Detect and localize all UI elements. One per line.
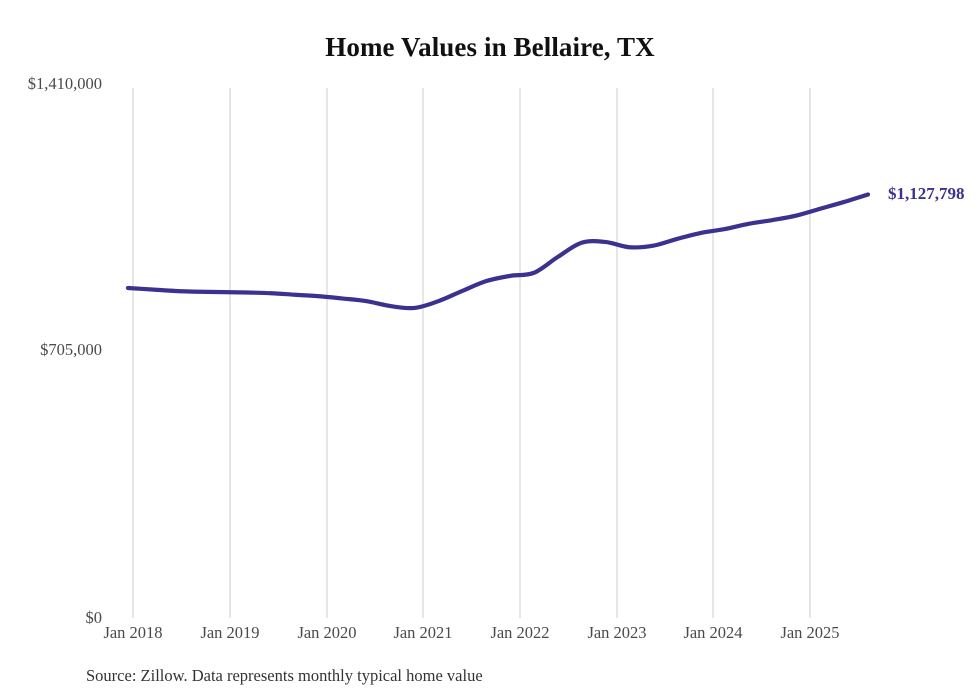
x-tick-4: Jan 2022 bbox=[490, 623, 550, 642]
x-tick-1: Jan 2019 bbox=[200, 623, 260, 642]
chart-title: Home Values in Bellaire, TX bbox=[325, 32, 655, 62]
y-axis-labels: $1,410,000 $705,000 $0 bbox=[0, 0, 102, 699]
x-tick-3: Jan 2021 bbox=[393, 623, 453, 642]
y-tick-top: $1,410,000 bbox=[27, 74, 102, 93]
value-series-line bbox=[125, 192, 871, 311]
source-note: Source: Zillow. Data represents monthly … bbox=[86, 666, 483, 685]
x-tick-6: Jan 2024 bbox=[683, 623, 743, 642]
x-gridlines bbox=[132, 88, 811, 618]
y-tick-mid: $705,000 bbox=[40, 340, 102, 359]
x-tick-2: Jan 2020 bbox=[297, 623, 357, 642]
x-tick-0: Jan 2018 bbox=[103, 623, 163, 642]
x-tick-7: Jan 2025 bbox=[780, 623, 840, 642]
x-tick-5: Jan 2023 bbox=[587, 623, 647, 642]
y-tick-bottom: $0 bbox=[85, 608, 103, 627]
end-value-label: $1,127,798 bbox=[888, 184, 965, 204]
